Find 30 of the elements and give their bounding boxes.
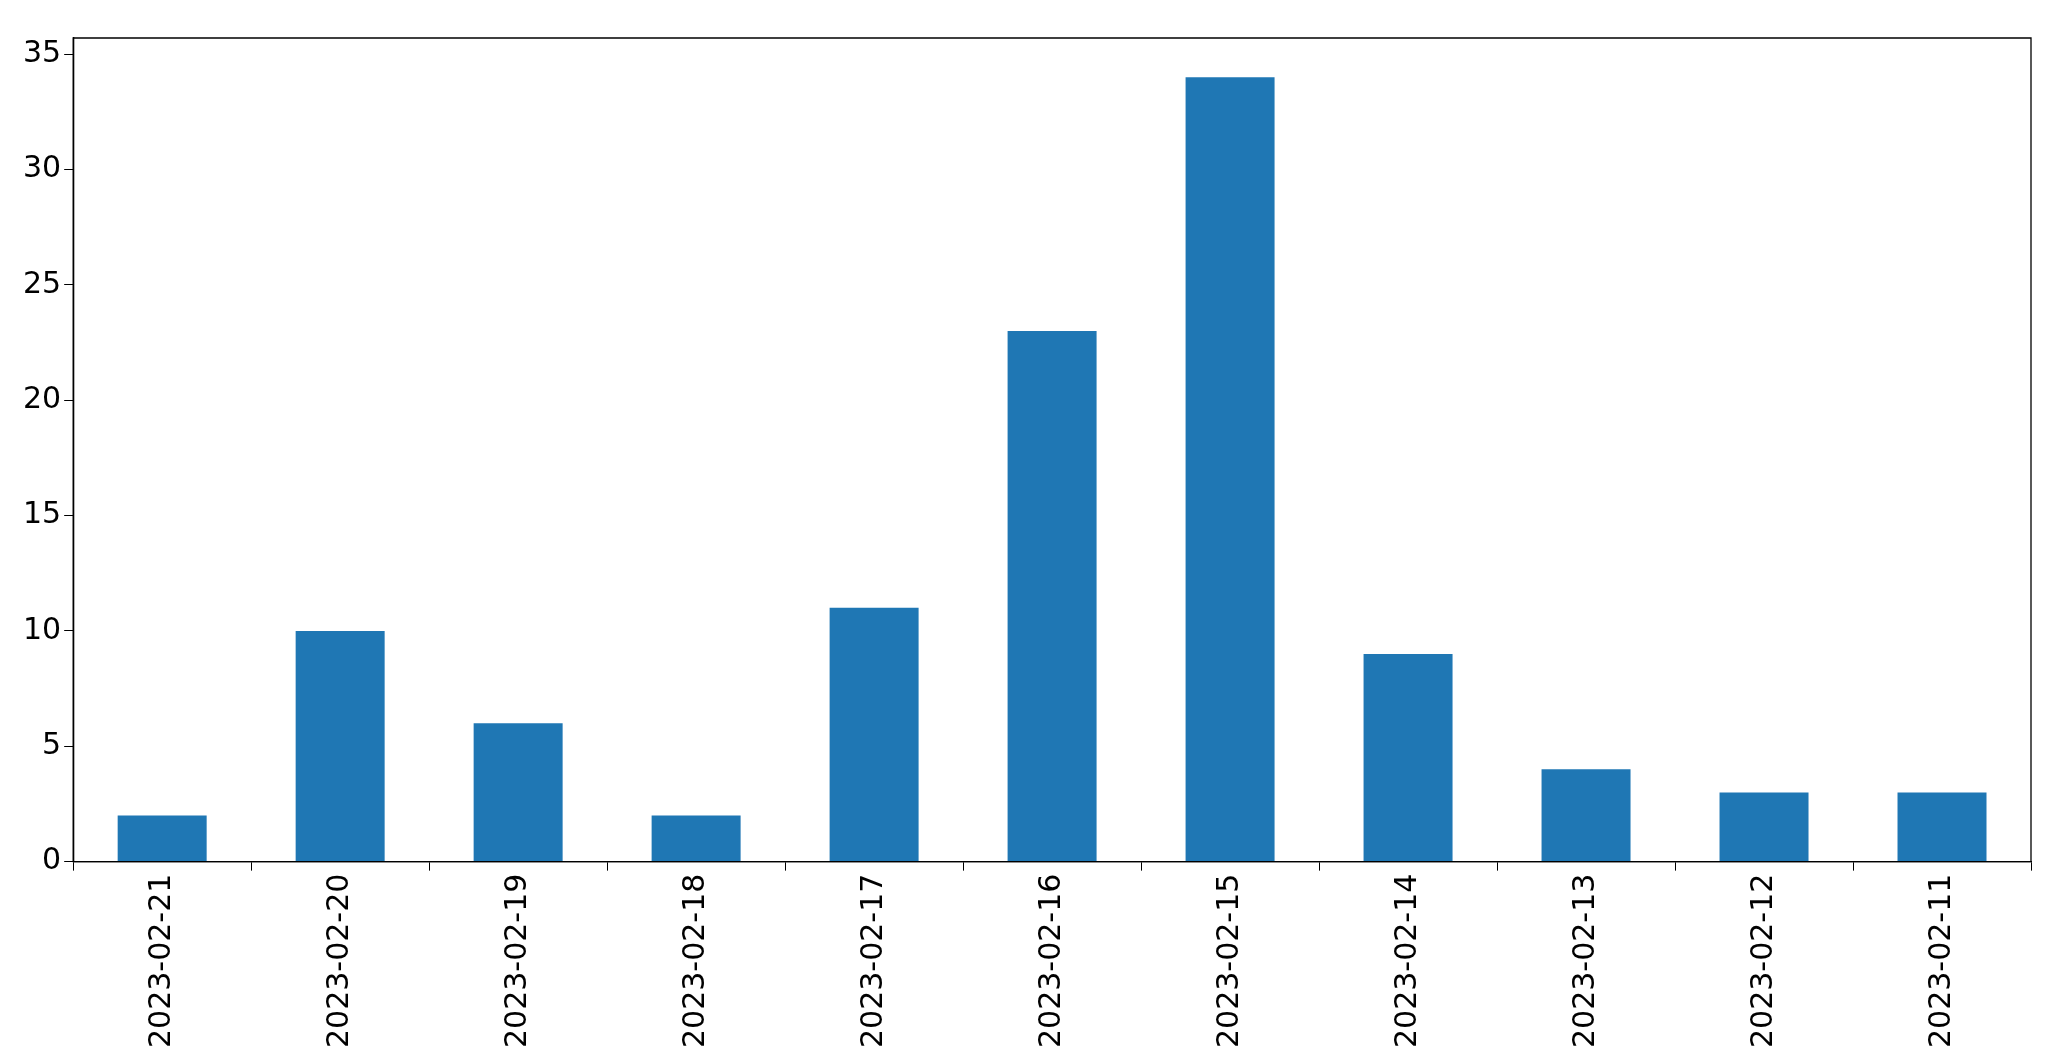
y-tick-label: 0: [42, 841, 62, 877]
y-tick-label: 5: [42, 726, 62, 762]
x-tick-label: 2023-02-21: [141, 873, 177, 1049]
bar: [1185, 77, 1275, 862]
y-tick-label: 25: [22, 264, 62, 300]
bar: [117, 815, 207, 862]
bar: [1897, 792, 1987, 862]
y-tick-label: 35: [22, 33, 62, 69]
x-tick-label: 2023-02-13: [1565, 873, 1601, 1049]
bar: [473, 723, 563, 862]
bar: [295, 630, 385, 862]
x-tick-label: 2023-02-19: [497, 873, 533, 1049]
y-tick-label: 15: [22, 495, 62, 531]
x-tick-label: 2023-02-17: [853, 873, 889, 1049]
bar: [1719, 792, 1809, 862]
bar: [829, 607, 919, 862]
y-tick-label: 30: [22, 149, 62, 185]
x-tick-label: 2023-02-16: [1031, 873, 1067, 1049]
x-tick-label: 2023-02-14: [1387, 873, 1423, 1049]
x-tick-label: 2023-02-12: [1743, 873, 1779, 1049]
bar: [651, 815, 741, 862]
bar: [1541, 769, 1631, 862]
bar: [1007, 331, 1097, 862]
y-tick-label: 10: [22, 610, 62, 646]
x-tick-label: 2023-02-18: [675, 873, 711, 1049]
x-tick-label: 2023-02-20: [319, 873, 355, 1049]
y-tick-label: 20: [22, 380, 62, 416]
x-tick-label: 2023-02-11: [1921, 873, 1957, 1049]
bar: [1363, 654, 1453, 862]
x-tick-label: 2023-02-15: [1209, 873, 1245, 1049]
